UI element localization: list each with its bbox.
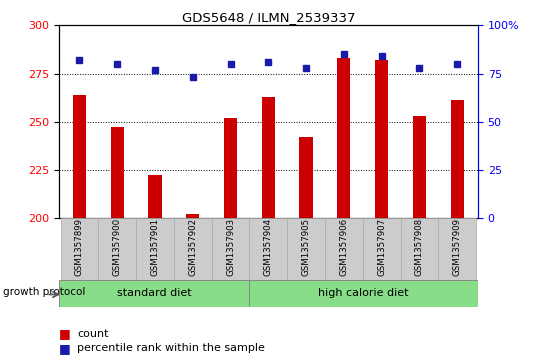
Bar [262,97,275,218]
Bar [174,218,212,280]
Bar [337,58,350,218]
Text: GSM1357907: GSM1357907 [377,219,386,277]
Bar [325,218,363,280]
Text: standard diet: standard diet [117,288,191,298]
Bar [375,60,389,218]
Bar [249,280,478,307]
Bar [400,218,438,280]
Bar [59,280,249,307]
Text: count: count [77,329,108,339]
Bar [451,101,464,218]
Text: GSM1357900: GSM1357900 [113,219,122,277]
Bar [363,218,400,280]
Text: GSM1357909: GSM1357909 [453,219,462,276]
Text: GSM1357908: GSM1357908 [415,219,424,277]
Bar [186,214,200,218]
Text: GSM1357904: GSM1357904 [264,219,273,277]
Bar [60,218,98,280]
Bar [98,218,136,280]
Bar [438,218,476,280]
Bar [300,137,312,218]
Text: growth protocol: growth protocol [3,287,86,297]
Bar [212,218,249,280]
Bar [73,95,86,218]
Bar [413,116,426,218]
Text: ■: ■ [59,327,70,340]
Text: percentile rank within the sample: percentile rank within the sample [77,343,265,354]
Text: GSM1357899: GSM1357899 [75,219,84,276]
Bar [287,218,325,280]
Text: ■: ■ [59,342,70,355]
Bar [224,118,237,218]
Bar [249,218,287,280]
Bar [136,218,174,280]
Text: GSM1357903: GSM1357903 [226,219,235,277]
Bar [111,127,124,218]
Title: GDS5648 / ILMN_2539337: GDS5648 / ILMN_2539337 [182,11,355,24]
Text: GSM1357905: GSM1357905 [302,219,311,277]
Text: GSM1357901: GSM1357901 [150,219,159,277]
Bar [148,175,162,218]
Text: GSM1357902: GSM1357902 [188,219,197,277]
Text: GSM1357906: GSM1357906 [339,219,348,277]
Text: high calorie diet: high calorie diet [319,288,409,298]
